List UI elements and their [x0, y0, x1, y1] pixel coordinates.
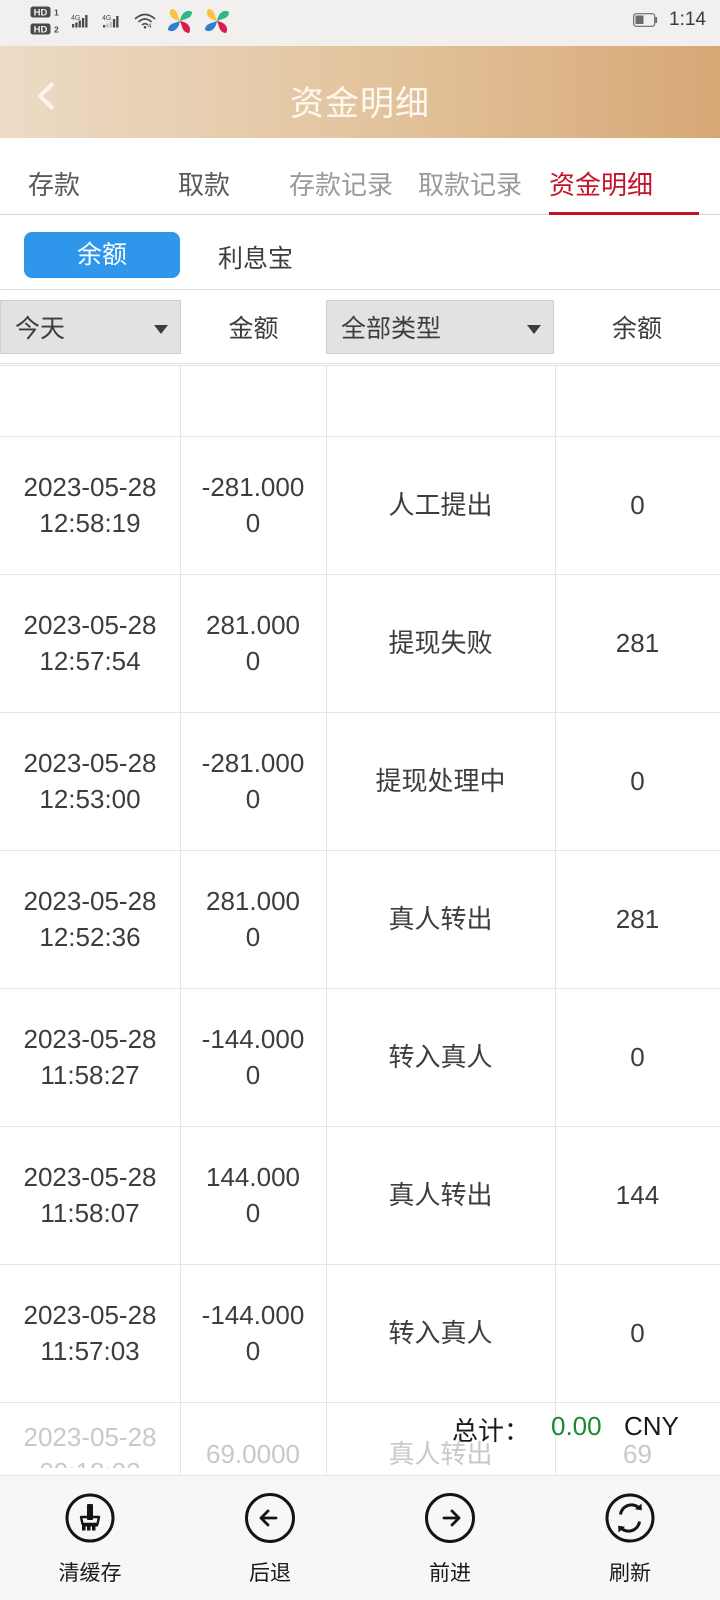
svg-text:HD: HD — [34, 24, 48, 35]
svg-text:4G: 4G — [102, 15, 111, 22]
svg-text:HD: HD — [34, 7, 48, 18]
svg-text:2: 2 — [54, 25, 59, 35]
svg-text:4: 4 — [148, 24, 152, 30]
svg-text:1: 1 — [54, 8, 59, 18]
